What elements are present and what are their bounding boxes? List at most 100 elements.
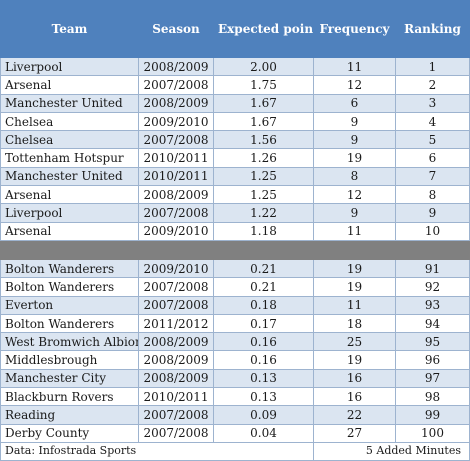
table-body: Liverpool 2008/2009 2.00 11 1 Arsenal 2007/200…	[0, 56, 470, 443]
cell-frequency: 11	[313, 295, 396, 315]
cell-expected: 1.75	[213, 75, 314, 95]
cell-ranking: 98	[395, 387, 470, 407]
table-row: Arsenal 2008/2009 1.25 12 8	[0, 185, 470, 205]
cell-frequency: 11	[313, 56, 396, 77]
cell-season: 2009/2010	[138, 258, 214, 279]
cell-team: Liverpool	[0, 203, 139, 223]
cell-season: 2007/2008	[138, 75, 214, 95]
cell-team: Derby County	[0, 423, 139, 443]
cell-ranking: 1	[395, 56, 470, 77]
cell-frequency: 25	[313, 332, 396, 352]
cell-expected: 0.18	[213, 295, 314, 315]
cell-ranking: 96	[395, 350, 470, 370]
cell-expected: 0.09	[213, 405, 314, 425]
credit-note: 5 Added Minutes	[313, 441, 470, 461]
cell-team: Manchester City	[0, 368, 139, 389]
cell-expected: 1.22	[213, 203, 314, 223]
header-season: Season	[138, 0, 214, 58]
data-source-note: Data: Infostrada Sports	[0, 441, 314, 461]
cell-season: 2008/2009	[138, 56, 214, 77]
table-row: Chelsea 2007/2008 1.56 9 5	[0, 130, 470, 150]
cell-ranking: 94	[395, 313, 470, 334]
cell-team: Everton	[0, 295, 139, 315]
cell-team: Manchester United	[0, 93, 139, 113]
cell-ranking: 93	[395, 295, 470, 315]
table-row: Derby County 2007/2008 0.04 27 100	[0, 423, 470, 443]
cell-expected: 1.56	[213, 130, 314, 150]
cell-expected: 0.04	[213, 423, 314, 443]
cell-expected: 2.00	[213, 56, 314, 77]
cell-ranking: 100	[395, 423, 470, 443]
cell-frequency: 12	[313, 75, 396, 95]
header-ranking: Ranking	[395, 0, 470, 58]
separator-row	[0, 239, 470, 260]
cell-team: Bolton Wanderers	[0, 258, 139, 279]
cell-expected: 0.17	[213, 313, 314, 334]
cell-ranking: 8	[395, 185, 470, 205]
table-row: Arsenal 2009/2010 1.18 11 10	[0, 221, 470, 241]
cell-season: 2007/2008	[138, 423, 214, 443]
cell-frequency: 22	[313, 405, 396, 425]
cell-ranking: 91	[395, 258, 470, 279]
cell-frequency: 27	[313, 423, 396, 443]
cell-frequency: 16	[313, 368, 396, 389]
cell-frequency: 8	[313, 166, 396, 187]
header-team: Team	[0, 0, 139, 58]
header-frequency: Frequency	[313, 0, 396, 58]
cell-frequency: 12	[313, 185, 396, 205]
table-row: Blackburn Rovers 2010/2011 0.13 16 98	[0, 387, 470, 407]
cell-expected: 1.67	[213, 111, 314, 132]
cell-team: Blackburn Rovers	[0, 387, 139, 407]
cell-ranking: 3	[395, 93, 470, 113]
cell-season: 2008/2009	[138, 185, 214, 205]
header-expected-points: Expected points from conceding first	[213, 0, 314, 58]
table-row: Bolton Wanderers 2007/2008 0.21 19 92	[0, 277, 470, 297]
cell-ranking: 6	[395, 148, 470, 168]
table-row: Manchester United 2010/2011 1.25 8 7	[0, 166, 470, 187]
cell-frequency: 9	[313, 111, 396, 132]
cell-team: West Bromwich Albion	[0, 332, 139, 352]
table-row: Liverpool 2008/2009 2.00 11 1	[0, 56, 470, 77]
table-row: Reading 2007/2008 0.09 22 99	[0, 405, 470, 425]
cell-expected: 1.26	[213, 148, 314, 168]
cell-frequency: 18	[313, 313, 396, 334]
cell-season: 2007/2008	[138, 130, 214, 150]
cell-expected: 1.25	[213, 185, 314, 205]
cell-ranking: 99	[395, 405, 470, 425]
cell-season: 2008/2009	[138, 350, 214, 370]
cell-season: 2008/2009	[138, 93, 214, 113]
cell-season: 2009/2010	[138, 111, 214, 132]
cell-team: Middlesbrough	[0, 350, 139, 370]
cell-season: 2007/2008	[138, 277, 214, 297]
cell-expected: 0.16	[213, 332, 314, 352]
cell-frequency: 11	[313, 221, 396, 241]
table-row: Tottenham Hotspur 2010/2011 1.26 19 6	[0, 148, 470, 168]
cell-ranking: 9	[395, 203, 470, 223]
cell-frequency: 16	[313, 387, 396, 407]
cell-season: 2010/2011	[138, 166, 214, 187]
cell-expected: 0.13	[213, 387, 314, 407]
cell-season: 2007/2008	[138, 203, 214, 223]
table-row: Arsenal 2007/2008 1.75 12 2	[0, 75, 470, 95]
cell-frequency: 9	[313, 203, 396, 223]
cell-expected: 0.21	[213, 258, 314, 279]
table-row: Manchester City 2008/2009 0.13 16 97	[0, 368, 470, 389]
table-row: Manchester United 2008/2009 1.67 6 3	[0, 93, 470, 113]
cell-season: 2008/2009	[138, 332, 214, 352]
cell-ranking: 4	[395, 111, 470, 132]
cell-frequency: 9	[313, 130, 396, 150]
separator-bar	[0, 239, 470, 260]
cell-season: 2009/2010	[138, 221, 214, 241]
table-row: West Bromwich Albion 2008/2009 0.16 25 95	[0, 332, 470, 352]
cell-expected: 0.13	[213, 368, 314, 389]
cell-frequency: 6	[313, 93, 396, 113]
table-row: Chelsea 2009/2010 1.67 9 4	[0, 111, 470, 132]
cell-team: Arsenal	[0, 75, 139, 95]
cell-team: Bolton Wanderers	[0, 277, 139, 297]
cell-ranking: 97	[395, 368, 470, 389]
cell-ranking: 10	[395, 221, 470, 241]
cell-team: Arsenal	[0, 221, 139, 241]
table-row: Bolton Wanderers 2011/2012 0.17 18 94	[0, 313, 470, 334]
